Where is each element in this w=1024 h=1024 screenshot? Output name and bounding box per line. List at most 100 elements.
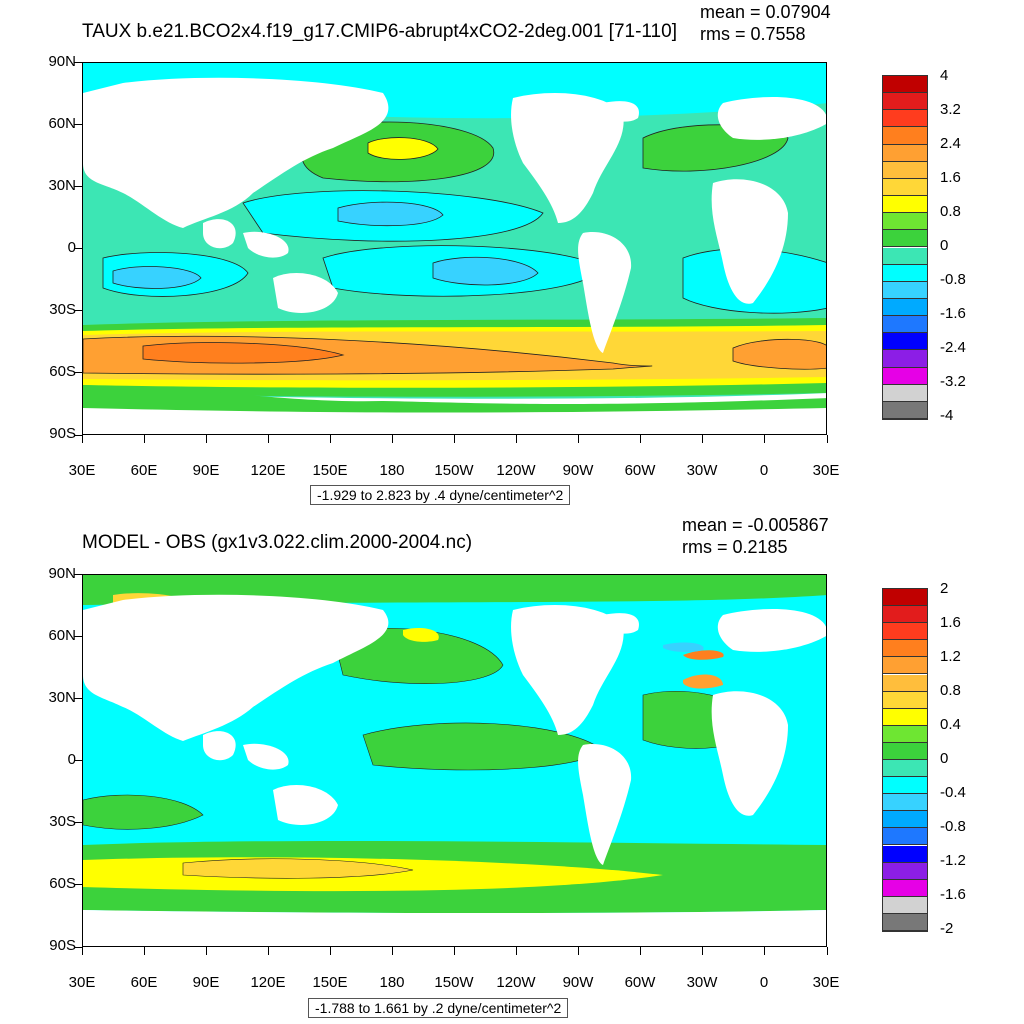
eurasia bbox=[83, 594, 389, 741]
lat-label: 90S bbox=[49, 425, 76, 442]
colorbar-swatch bbox=[883, 589, 927, 607]
x-tick bbox=[267, 435, 269, 443]
y-tick bbox=[74, 434, 82, 436]
colorbar-swatch bbox=[883, 384, 927, 402]
y-tick bbox=[74, 61, 82, 63]
x-tick bbox=[205, 947, 207, 955]
colorbar-swatch bbox=[883, 862, 927, 880]
rms-stat: rms = 0.7558 bbox=[700, 24, 806, 44]
lat-label: 30S bbox=[49, 813, 76, 830]
y-tick bbox=[74, 884, 82, 886]
north-pacific-green bbox=[332, 627, 504, 684]
contour-range-box: -1.929 to 2.823 by .4 dyne/centimeter^2 bbox=[310, 485, 571, 505]
lon-label: 0 bbox=[759, 974, 769, 991]
colorbar-swatch bbox=[883, 178, 927, 197]
x-tick bbox=[267, 947, 269, 955]
colorbar-label: 1.6 bbox=[940, 614, 961, 631]
greenland-red bbox=[683, 650, 724, 660]
colorbar-label: 0.8 bbox=[940, 682, 961, 699]
eurasia bbox=[83, 77, 389, 228]
lon-label: 60W bbox=[624, 462, 656, 479]
greenland bbox=[603, 101, 639, 122]
y-tick bbox=[74, 635, 82, 637]
lat-label: 0 bbox=[67, 239, 76, 256]
taux-panel: TAUX b.e21.BCO2x4.f19_g17.CMIP6-abrupt4x… bbox=[48, 2, 966, 505]
north-america bbox=[511, 605, 624, 735]
lat-label: 30S bbox=[49, 301, 76, 318]
colorbar bbox=[882, 75, 928, 420]
x-tick bbox=[826, 947, 828, 955]
lon-label: 120W bbox=[496, 974, 536, 991]
colorbar-label: 0 bbox=[940, 237, 949, 254]
y-tick bbox=[74, 310, 82, 312]
colorbar-label: 0.8 bbox=[940, 203, 961, 220]
australia bbox=[273, 785, 338, 825]
y-tick bbox=[74, 185, 82, 187]
colorbar-swatch bbox=[883, 845, 927, 863]
lat-label: 90N bbox=[48, 565, 76, 582]
y-tick bbox=[74, 123, 82, 125]
colorbar-label: -3.2 bbox=[940, 373, 966, 390]
colorbar-label: -1.6 bbox=[940, 305, 966, 322]
lon-label: 150E bbox=[312, 974, 348, 991]
contour-map bbox=[83, 63, 826, 434]
x-tick bbox=[702, 947, 704, 955]
x-tick bbox=[764, 435, 766, 443]
colorbar-swatch bbox=[883, 708, 927, 726]
rms-stat: rms = 0.2185 bbox=[682, 537, 788, 557]
lon-label: 180 bbox=[379, 462, 405, 479]
south-atlantic-orange bbox=[732, 338, 826, 370]
colorbar-label: -4 bbox=[940, 407, 954, 424]
africa bbox=[711, 179, 788, 304]
africa bbox=[711, 691, 788, 816]
colorbar-label: 1.2 bbox=[940, 648, 961, 665]
x-tick bbox=[143, 435, 145, 443]
colorbar-label: -0.4 bbox=[940, 784, 966, 801]
mean-stat: mean = -0.005867 bbox=[682, 515, 829, 535]
lon-label: 0 bbox=[759, 462, 769, 479]
colorbar-swatch bbox=[883, 264, 927, 282]
bering-yellow bbox=[403, 628, 439, 642]
x-tick bbox=[81, 947, 83, 955]
colorbar-label: -2 bbox=[940, 920, 954, 937]
north-america bbox=[511, 93, 624, 223]
south-pacific-trade-core bbox=[432, 256, 539, 286]
lat-label: 90N bbox=[48, 53, 76, 70]
lon-label: 150W bbox=[434, 462, 474, 479]
lon-label: 120E bbox=[250, 974, 286, 991]
x-tick bbox=[640, 947, 642, 955]
lon-label: 60W bbox=[624, 974, 656, 991]
southern-ocean-gold bbox=[182, 858, 414, 879]
lon-label: 90W bbox=[562, 462, 594, 479]
lon-label: 90E bbox=[192, 462, 220, 479]
colorbar-swatch bbox=[883, 674, 927, 692]
colorbar-swatch bbox=[883, 333, 927, 351]
map-plot-area bbox=[82, 62, 827, 435]
greenland bbox=[603, 613, 639, 634]
lon-label: 30W bbox=[686, 462, 718, 479]
x-tick bbox=[329, 435, 331, 443]
lat-label: 60S bbox=[49, 875, 76, 892]
lon-label: 150W bbox=[434, 974, 474, 991]
y-tick bbox=[74, 946, 82, 948]
antarctic-coastal bbox=[83, 385, 826, 413]
lon-label: 150E bbox=[312, 462, 348, 479]
colorbar-label: 3.2 bbox=[940, 101, 961, 118]
x-tick bbox=[454, 947, 455, 955]
contour-map bbox=[83, 575, 826, 946]
antarctica bbox=[83, 910, 826, 946]
x-tick bbox=[81, 435, 83, 443]
colorbar-swatch bbox=[883, 828, 927, 846]
contour-range-box: -1.788 to 1.661 by .2 dyne/centimeter^2 bbox=[308, 998, 569, 1018]
colorbar-swatch bbox=[883, 213, 927, 231]
panel-title: MODEL - OBS (gx1v3.022.clim.2000-2004.nc… bbox=[82, 532, 473, 553]
lon-label: 180 bbox=[379, 974, 405, 991]
x-tick bbox=[578, 947, 580, 955]
lat-label: 30N bbox=[48, 689, 76, 706]
colorbar-swatch bbox=[883, 725, 927, 743]
lon-label: 60E bbox=[130, 974, 158, 991]
lat-label: 0 bbox=[67, 751, 76, 768]
indian-green bbox=[83, 794, 204, 830]
lat-label: 90S bbox=[49, 937, 76, 954]
australia bbox=[273, 273, 338, 313]
